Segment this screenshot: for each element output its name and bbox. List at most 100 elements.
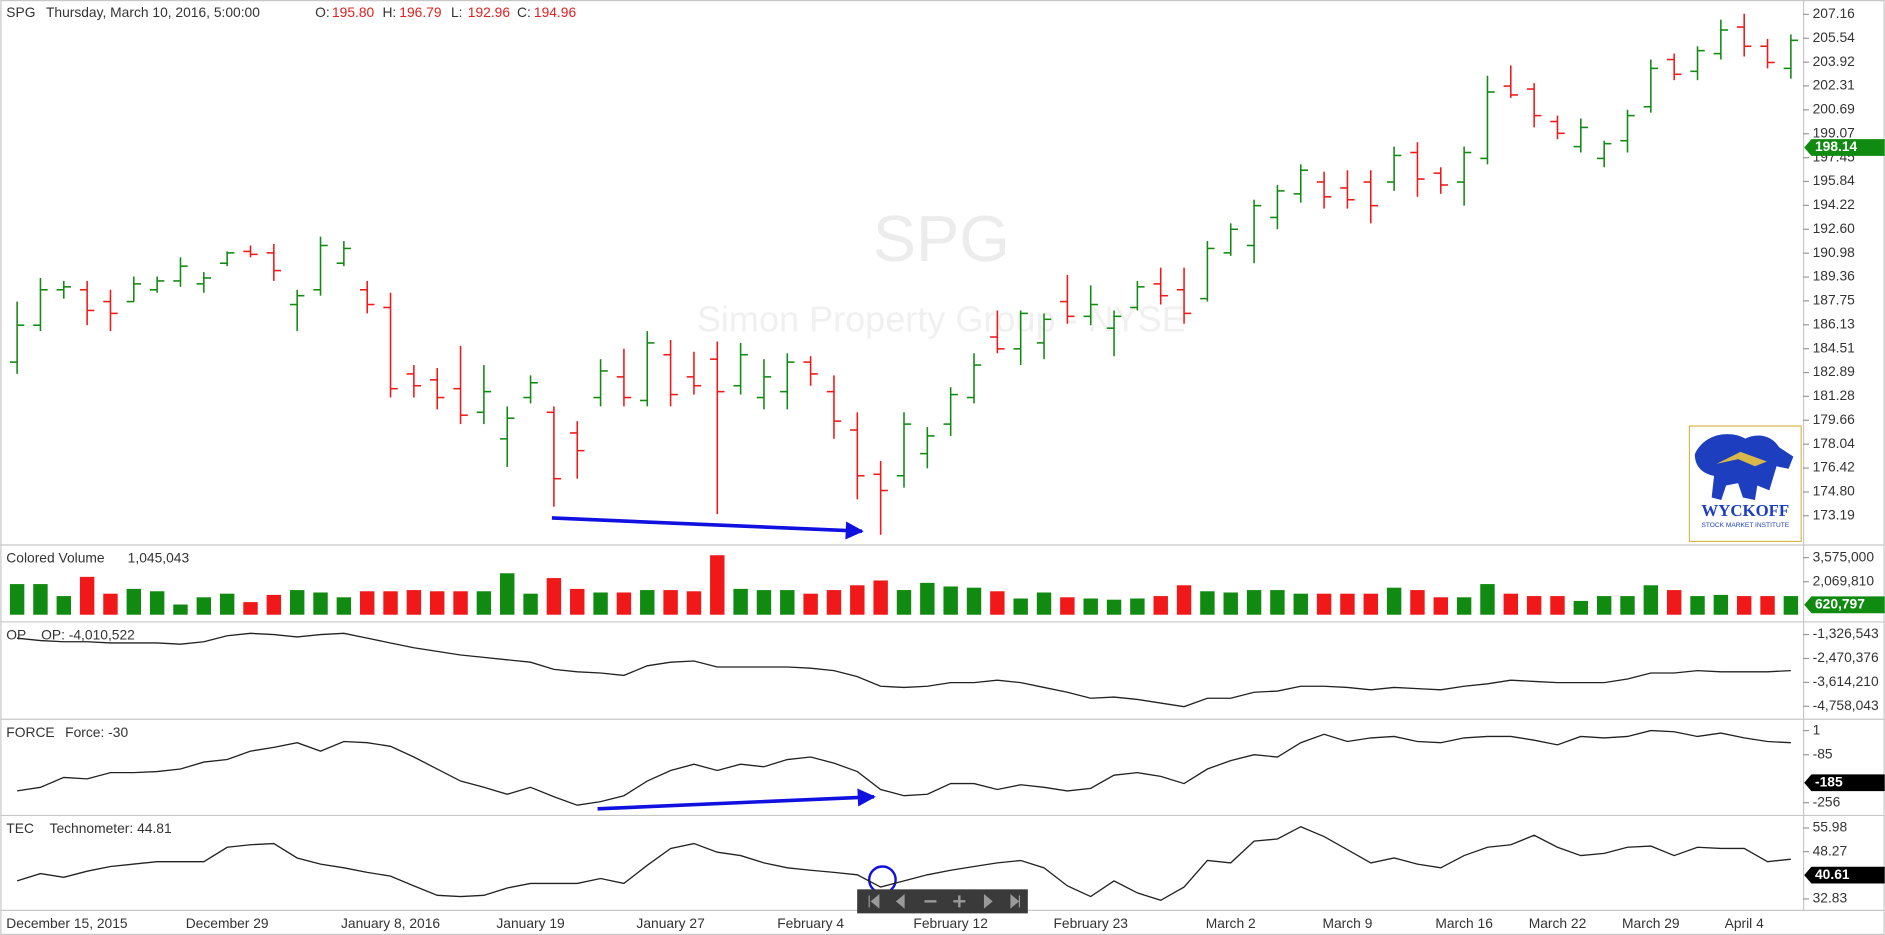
btn-first[interactable] (868, 894, 880, 909)
volume-bar (546, 578, 562, 615)
y-tick-label: 174.80 (1813, 483, 1856, 499)
volume-bar (1760, 596, 1775, 615)
y-tick-label: 192.60 (1813, 220, 1856, 236)
watermark-subtitle: Simon Property Group - NYSE (697, 299, 1186, 340)
y-tick-label: -256 (1813, 793, 1841, 809)
volume-bar (196, 597, 212, 615)
y-tick-label: 195.84 (1813, 172, 1856, 188)
volume-bar (990, 591, 1005, 615)
volume-bar (756, 590, 772, 615)
btn-next[interactable] (983, 894, 993, 909)
readout-value: 192.96 (468, 4, 511, 20)
x-tick-label: February 23 (1053, 915, 1128, 931)
volume-bar (1690, 596, 1705, 615)
y-tick-label: 184.51 (1813, 339, 1855, 355)
readout-value: 194.96 (534, 4, 577, 20)
watermark: SPG Simon Property Group - NYSE (697, 202, 1186, 339)
volume-bar (1666, 590, 1682, 615)
last-value-box (1804, 866, 1885, 884)
indicator-line (17, 729, 1791, 806)
last-value-box (1804, 139, 1885, 156)
y-tick-label: 2,069,810 (1813, 572, 1875, 588)
volume-bar (1386, 587, 1402, 615)
volume-bar (149, 591, 165, 615)
btn-zoom-in[interactable] (953, 895, 966, 908)
volume-bar (1480, 584, 1495, 615)
volume-bar (1106, 599, 1122, 615)
pane-name: TEC (6, 820, 34, 836)
x-tick-label: March 29 (1622, 915, 1680, 931)
volume-bar (1316, 593, 1332, 615)
volume-bar (430, 591, 445, 615)
volume-bar (733, 588, 748, 615)
volume-bar (1200, 591, 1215, 615)
volume-bar (943, 586, 958, 615)
volume-bar (1013, 598, 1028, 615)
volume-bar (1503, 593, 1519, 615)
pane-readout: 1,045,043 (128, 549, 190, 565)
volume-bar (1270, 590, 1285, 615)
volume-bar (663, 590, 678, 615)
pane-name: Colored Volume (6, 549, 105, 565)
volume-bar (1433, 597, 1449, 615)
y-tick-label: -4,758,043 (1813, 697, 1879, 713)
toolbar-bg (857, 889, 1028, 914)
readout-label: C: (517, 4, 531, 20)
readout-value: 196.79 (399, 4, 442, 20)
y-tick-label: 200.69 (1813, 101, 1856, 117)
pane-name: FORCE (6, 724, 54, 740)
x-tick-label: January 8, 2016 (341, 915, 440, 931)
volume-bar (9, 584, 25, 615)
y-tick-label: 182.89 (1813, 363, 1856, 379)
btn-prev[interactable] (895, 894, 905, 909)
volume-bar (476, 591, 492, 615)
volume-bar (359, 591, 375, 615)
y-tick-label: 178.04 (1813, 435, 1856, 451)
volume-bar (1363, 593, 1378, 615)
x-tick-label: March 22 (1529, 915, 1587, 931)
pane: TEC Technometer: 44.81 55.98 48.27 32.83 40.6… (6, 819, 1885, 931)
volume-bar (826, 590, 842, 615)
x-tick-label: January 27 (636, 915, 704, 931)
volume-bar (126, 588, 142, 615)
volume-bar (1550, 596, 1565, 615)
volume-bar (593, 592, 608, 615)
pane-readout: OP: -4,010,522 (41, 626, 135, 642)
last-value-box (1804, 774, 1885, 792)
volume-bar (1620, 596, 1635, 615)
pane: FORCE Force: -30 1 -85 -256 -185 (6, 721, 1885, 809)
y-tick-label: -2,470,376 (1813, 649, 1879, 665)
y-tick-label: 32.83 (1813, 890, 1848, 906)
y-tick-label: 194.22 (1813, 196, 1855, 212)
volume-bar (56, 596, 72, 615)
x-tick-label: December 15, 2015 (6, 915, 128, 931)
x-tick-label: December 29 (186, 915, 269, 931)
y-tick-label: 55.98 (1813, 819, 1848, 835)
volume-bar (1176, 585, 1192, 615)
volume-bar (1340, 593, 1355, 615)
volume-bar (103, 593, 118, 615)
volume-bar (920, 582, 935, 615)
volume-bar (896, 590, 912, 615)
y-tick-label: 199.07 (1813, 124, 1855, 140)
volume-bar (313, 592, 328, 615)
x-tick-label: March 2 (1206, 915, 1256, 931)
volume-bar (780, 590, 795, 615)
watermark-title: SPG (873, 202, 1010, 275)
logo-title: WYCKOFF (1701, 501, 1789, 520)
volume-bar (1713, 594, 1729, 615)
last-value-label: -185 (1815, 773, 1843, 789)
volume-bar (1410, 590, 1425, 615)
annotation-arrow (597, 788, 876, 811)
volume-bar (33, 584, 48, 615)
volume-bar (1526, 596, 1542, 615)
volume-bar (1223, 592, 1238, 615)
btn-last[interactable] (1010, 894, 1021, 909)
x-tick-label: February 4 (777, 915, 844, 931)
y-tick-label: 187.75 (1813, 292, 1856, 308)
volume-bar (266, 594, 282, 615)
x-tick-label: March 9 (1322, 915, 1372, 931)
volume-bar (1736, 596, 1752, 615)
